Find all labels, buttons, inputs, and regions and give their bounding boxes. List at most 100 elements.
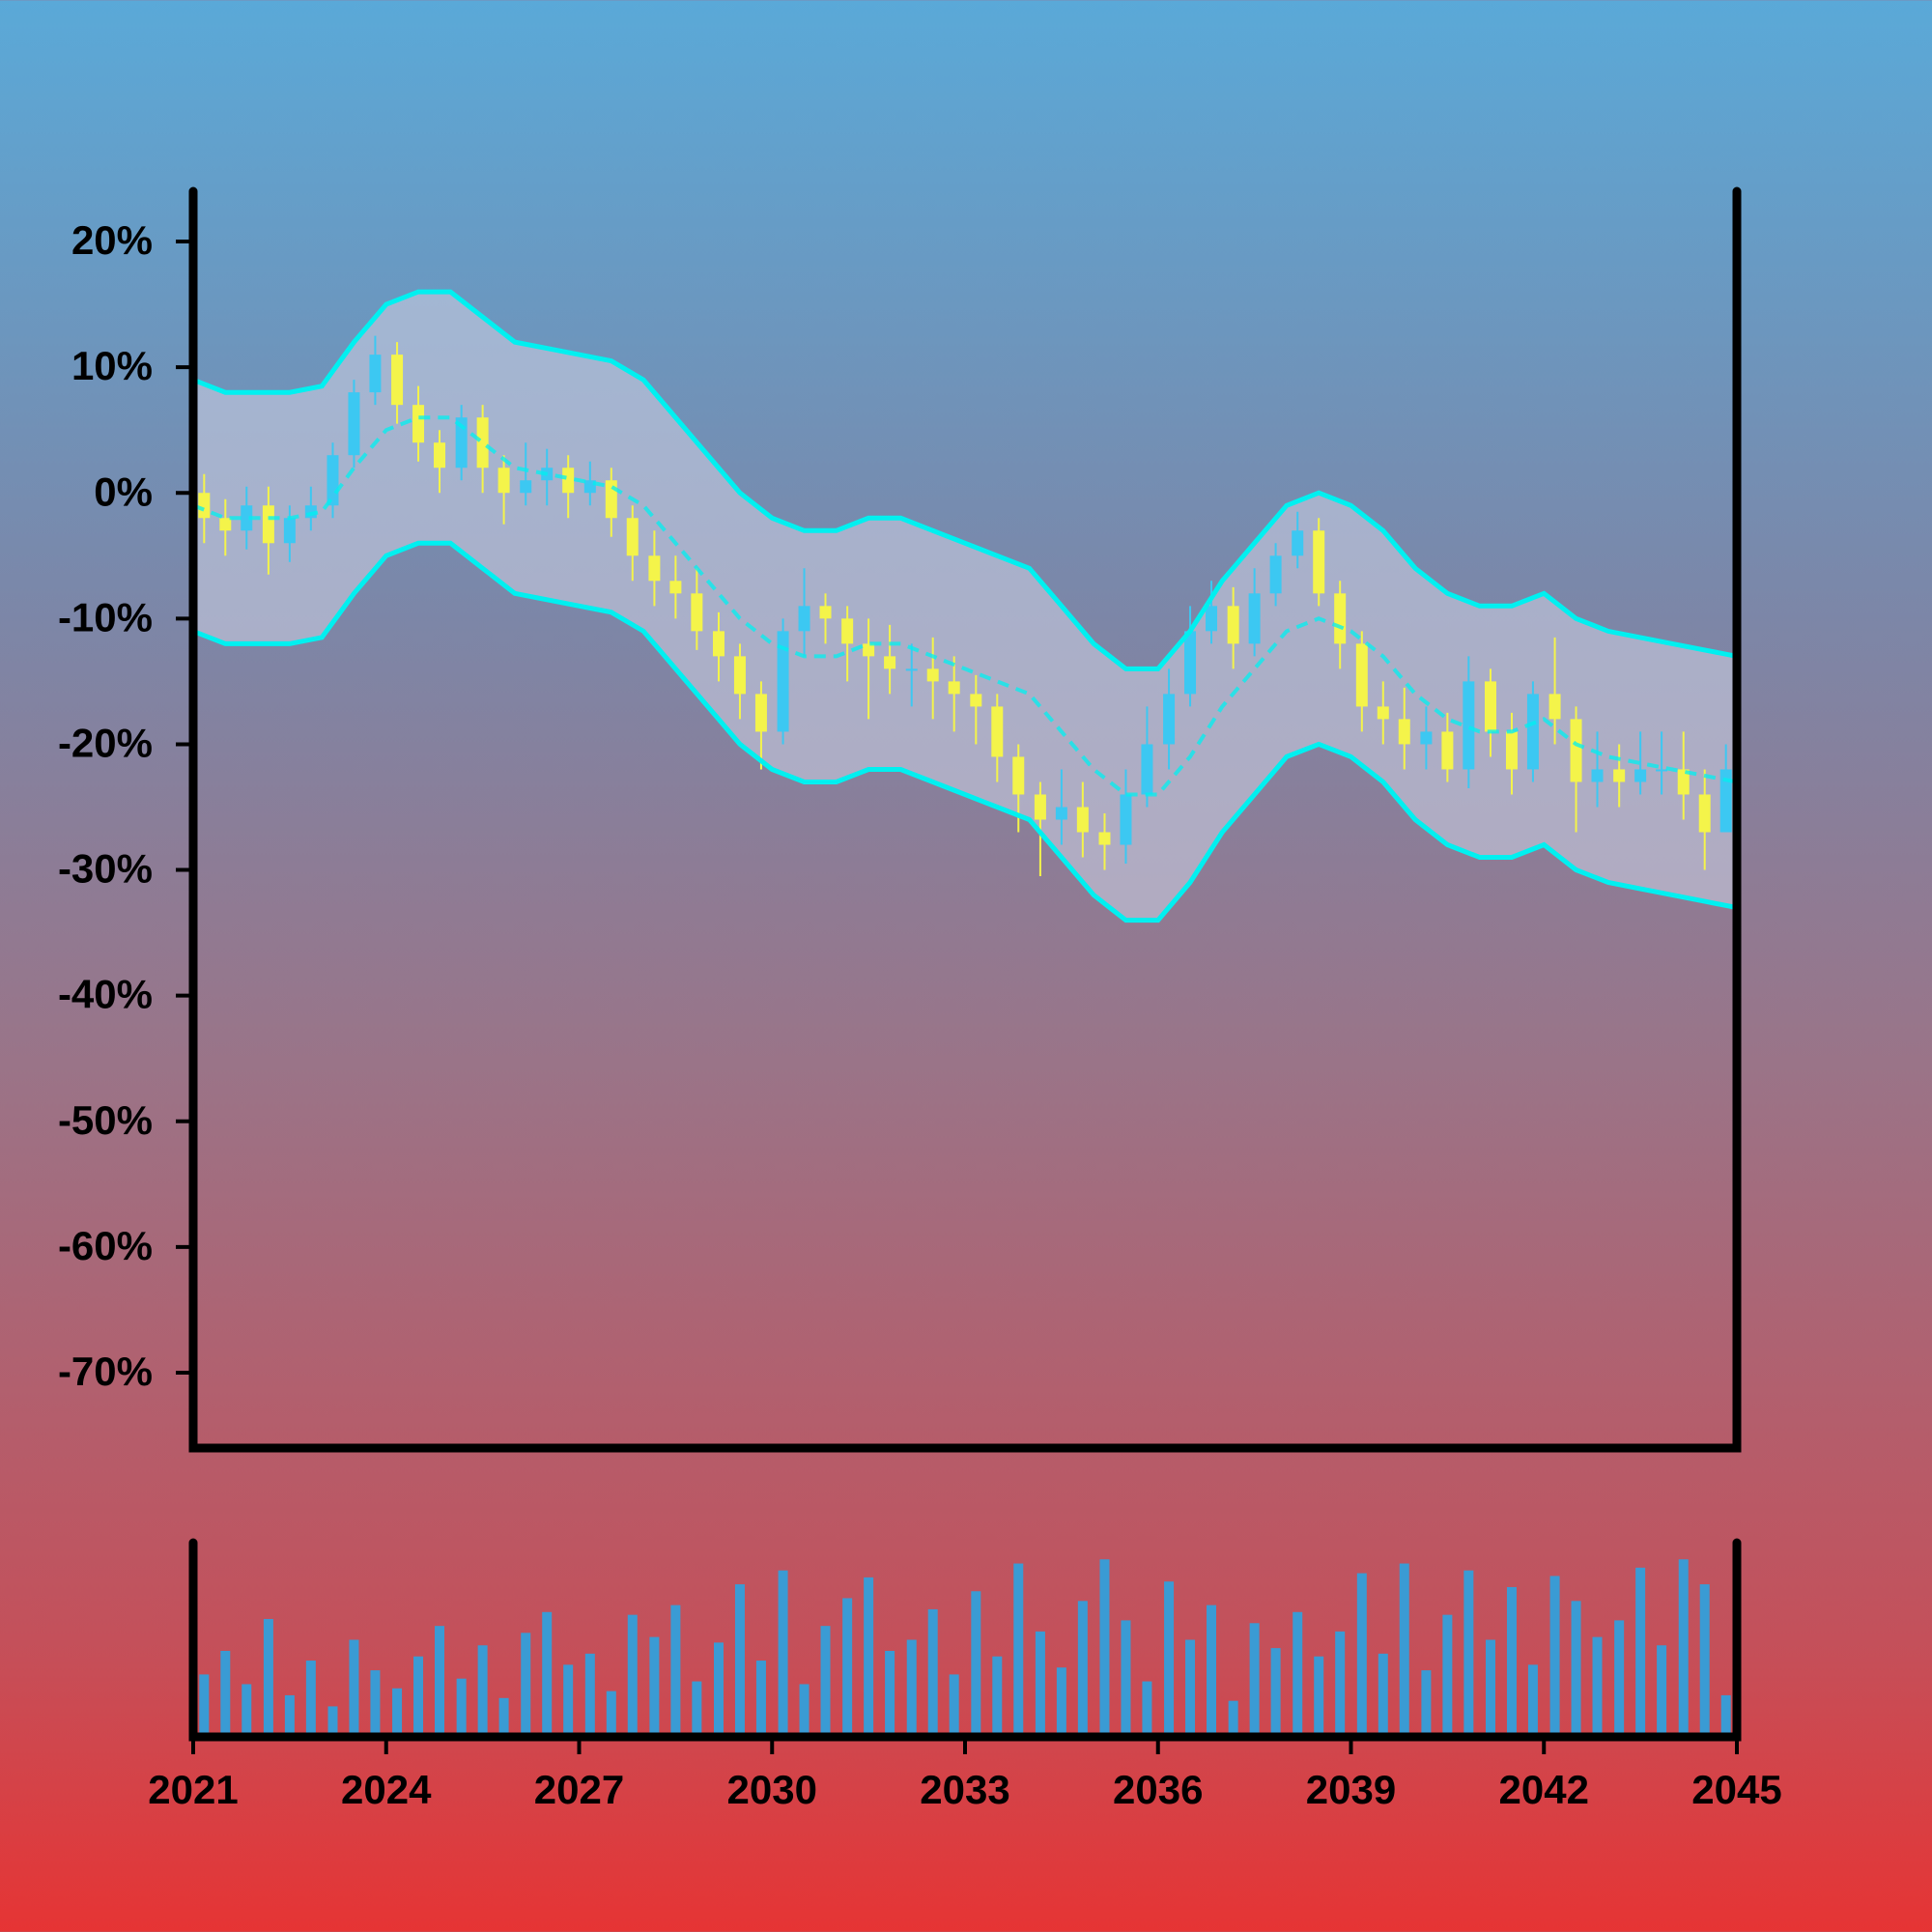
volume-bar xyxy=(799,1684,810,1737)
candle-body xyxy=(1012,756,1025,795)
volume-bar xyxy=(606,1690,616,1737)
volume-bar xyxy=(1571,1601,1581,1737)
volume-bar xyxy=(906,1639,917,1737)
volume-bar xyxy=(778,1570,788,1737)
x-tick-label: 2030 xyxy=(727,1767,817,1812)
candle-body xyxy=(198,493,211,519)
volume-bar xyxy=(349,1639,359,1737)
candle-body xyxy=(1398,719,1410,745)
candle-body xyxy=(1505,731,1518,770)
main-axes xyxy=(188,186,1742,1453)
volume-bar xyxy=(220,1650,231,1737)
candle-body xyxy=(434,442,446,469)
candle-body xyxy=(905,668,918,671)
candle-body xyxy=(777,631,789,732)
candle-body xyxy=(283,518,296,544)
candle-body xyxy=(648,555,661,582)
band-upper xyxy=(192,289,1738,671)
volume-bar xyxy=(477,1645,488,1737)
volume-bar xyxy=(1699,1584,1710,1737)
x-tick-label: 2024 xyxy=(341,1767,432,1812)
candle-body xyxy=(1248,593,1261,644)
volume-bar xyxy=(1592,1636,1603,1737)
volume-bar xyxy=(1228,1700,1238,1737)
candle-body xyxy=(754,694,767,732)
volume-bar xyxy=(1035,1631,1045,1737)
volume-bar xyxy=(263,1618,273,1737)
volume-bar xyxy=(627,1614,638,1737)
candle-body xyxy=(1034,794,1046,820)
volume-bar xyxy=(1399,1563,1409,1737)
candle-body xyxy=(1634,769,1647,782)
y-tick-label: -30% xyxy=(58,846,153,892)
candle-body xyxy=(884,656,896,669)
volume-bar xyxy=(305,1661,316,1737)
candle-body xyxy=(1548,694,1561,720)
candle-body xyxy=(1055,807,1067,820)
band-fill xyxy=(193,292,1737,921)
candle-body xyxy=(1292,530,1304,556)
volume-bar xyxy=(1720,1694,1731,1737)
candle-body xyxy=(262,505,274,544)
volume-bar xyxy=(820,1626,831,1737)
volume-bar xyxy=(1527,1664,1538,1737)
candle-body xyxy=(841,618,854,644)
volume-bar xyxy=(992,1656,1003,1737)
volume-bar xyxy=(1378,1653,1388,1737)
y-tick-label: -50% xyxy=(58,1097,153,1143)
volume-bar xyxy=(927,1608,938,1737)
candle-body xyxy=(455,417,468,469)
volume-bar xyxy=(563,1664,574,1737)
candle-body xyxy=(1355,643,1368,707)
volume-bar xyxy=(1506,1586,1517,1737)
volume-bar xyxy=(1549,1576,1560,1737)
candle-body xyxy=(991,706,1004,757)
candle-body xyxy=(712,631,724,657)
volume-bar xyxy=(1463,1570,1474,1737)
volume-bar xyxy=(242,1684,252,1737)
candle-body xyxy=(1141,744,1153,795)
candle-body xyxy=(219,518,232,531)
volume-bar xyxy=(713,1642,724,1737)
volume-bar xyxy=(755,1661,766,1737)
candle-body xyxy=(1526,694,1539,770)
candle-body xyxy=(1677,769,1690,795)
candle-body xyxy=(605,480,617,519)
volume-bar xyxy=(1421,1670,1432,1737)
volume-bar xyxy=(584,1653,595,1737)
x-tick-label: 2021 xyxy=(148,1767,238,1812)
y-tick-label: -60% xyxy=(58,1223,153,1268)
candle-body xyxy=(1076,807,1089,833)
candle-body xyxy=(798,606,810,632)
candle-body xyxy=(626,518,639,556)
x-tick-label: 2042 xyxy=(1499,1767,1589,1812)
candle-body xyxy=(1098,832,1111,845)
candle-body xyxy=(1184,631,1197,695)
candle-body xyxy=(1463,681,1475,770)
volume-bar xyxy=(1164,1581,1175,1737)
volume-bar xyxy=(413,1656,424,1737)
volume-bar xyxy=(1249,1623,1260,1737)
candle-body xyxy=(348,392,360,456)
volume-bar xyxy=(199,1674,210,1737)
candle-body xyxy=(562,468,575,494)
volume-axes xyxy=(188,1538,1742,1742)
candle-body xyxy=(327,455,339,506)
candle-body xyxy=(391,355,404,406)
volume-bar xyxy=(692,1681,702,1737)
candle-body xyxy=(1698,794,1711,833)
candle-body xyxy=(669,581,682,594)
volume-bar xyxy=(1356,1573,1367,1737)
volume-bar xyxy=(1099,1559,1110,1737)
candle-body xyxy=(1313,530,1325,594)
volume-bar xyxy=(1013,1563,1024,1737)
volume-bar xyxy=(370,1670,381,1737)
volume-bar xyxy=(1056,1667,1066,1737)
candle-body xyxy=(1206,606,1218,632)
volume-bar xyxy=(1614,1620,1625,1737)
volume-bar xyxy=(864,1577,874,1737)
volume-bar xyxy=(498,1697,509,1737)
volume-bar xyxy=(1635,1567,1646,1737)
y-tick-label: -40% xyxy=(58,972,153,1017)
